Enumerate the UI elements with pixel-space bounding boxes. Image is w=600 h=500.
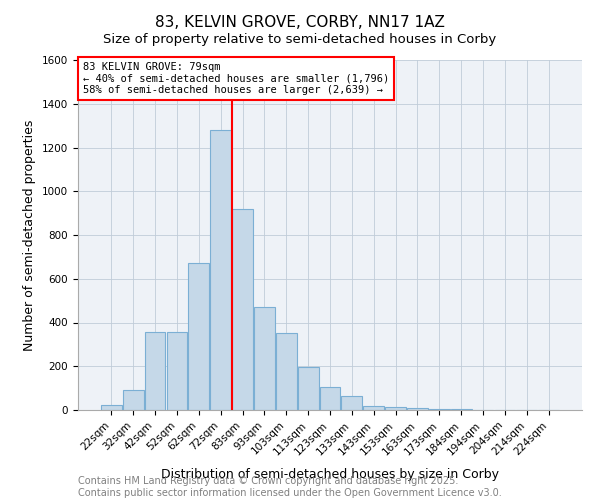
Bar	[298, 366, 319, 410]
Bar	[210, 130, 231, 410]
Bar	[145, 332, 166, 410]
Bar	[364, 406, 384, 410]
Bar	[254, 307, 275, 410]
Text: Size of property relative to semi-detached houses in Corby: Size of property relative to semi-detach…	[103, 32, 497, 46]
Bar	[429, 409, 450, 410]
Bar	[341, 396, 362, 410]
Bar	[232, 209, 253, 410]
Bar	[385, 408, 406, 410]
X-axis label: Distribution of semi-detached houses by size in Corby: Distribution of semi-detached houses by …	[161, 468, 499, 480]
Bar	[188, 264, 209, 410]
Bar	[101, 404, 122, 410]
Bar	[167, 332, 187, 410]
Bar	[451, 409, 472, 410]
Text: 83, KELVIN GROVE, CORBY, NN17 1AZ: 83, KELVIN GROVE, CORBY, NN17 1AZ	[155, 15, 445, 30]
Text: 83 KELVIN GROVE: 79sqm
← 40% of semi-detached houses are smaller (1,796)
58% of : 83 KELVIN GROVE: 79sqm ← 40% of semi-det…	[83, 62, 389, 95]
Bar	[276, 334, 296, 410]
Bar	[407, 408, 428, 410]
Text: Contains HM Land Registry data © Crown copyright and database right 2025.
Contai: Contains HM Land Registry data © Crown c…	[78, 476, 502, 498]
Bar	[320, 387, 340, 410]
Bar	[123, 390, 143, 410]
Y-axis label: Number of semi-detached properties: Number of semi-detached properties	[23, 120, 37, 350]
